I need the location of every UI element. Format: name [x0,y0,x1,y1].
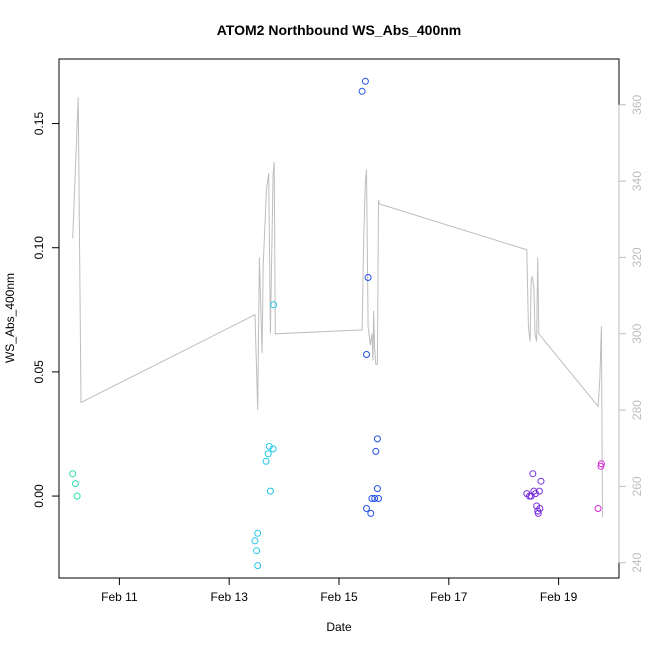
data-point [594,505,602,512]
secondary-y-axis: 240 260 280 300 320 340 360 [618,94,644,573]
data-point [73,492,81,500]
data-point [361,77,369,85]
y-tick-label: 0.15 [32,112,46,136]
secondary-y-tick-label: 280 [630,400,644,420]
data-point [373,435,381,443]
data-point [367,509,375,517]
data-point [363,505,370,512]
data-point [537,477,545,485]
x-tick-label: Feb 11 [101,590,138,604]
data-point [372,447,380,455]
x-axis: Feb 11 Feb 13 Feb 15 Feb 17 Feb 19 [101,577,578,604]
data-point [529,470,537,478]
data-point [69,470,77,478]
secondary-y-tick-label: 260 [630,476,644,496]
data-point [597,462,605,470]
data-point [254,529,262,537]
x-tick-label: Feb 13 [211,590,249,604]
secondary-y-tick-label: 320 [630,247,644,267]
secondary-y-tick-label: 360 [630,94,644,114]
data-point [364,274,372,281]
data-point [270,301,278,309]
data-point [262,457,270,465]
x-tick-label: Feb 15 [320,590,358,604]
chart-title: ATOM2 Northbound WS_Abs_400nm [217,22,462,38]
data-point [358,87,366,95]
y-tick-label: 0.00 [32,484,46,508]
data-point [534,509,542,517]
data-point [368,495,376,502]
data-point [371,495,379,502]
secondary-y-tick-label: 300 [630,323,644,343]
data-point [253,547,261,555]
secondary-y-tick-label: 240 [630,552,644,572]
data-point [72,480,79,488]
data-point [536,505,544,512]
data-point [266,487,274,495]
data-point [363,351,370,358]
x-axis-label: Date [326,620,352,634]
y-tick-label: 0.10 [32,236,46,260]
data-point [597,460,605,468]
secondary-series-line [72,97,603,517]
data-point [264,450,272,458]
data-point [254,562,262,570]
y-axis: 0.00 0.05 0.10 0.15 [32,112,60,508]
x-tick-label: Feb 19 [540,590,578,604]
y-axis-label: WS_Abs_400nm [3,273,17,363]
line-series-layer [72,97,603,517]
data-point [251,537,259,545]
scatter-points-layer [69,77,605,570]
data-point [373,485,381,493]
data-point [269,445,277,453]
x-tick-label: Feb 17 [430,590,468,604]
data-point [375,495,382,502]
data-point [535,487,543,495]
secondary-y-tick-label: 340 [630,171,644,191]
y-tick-label: 0.05 [32,360,46,384]
